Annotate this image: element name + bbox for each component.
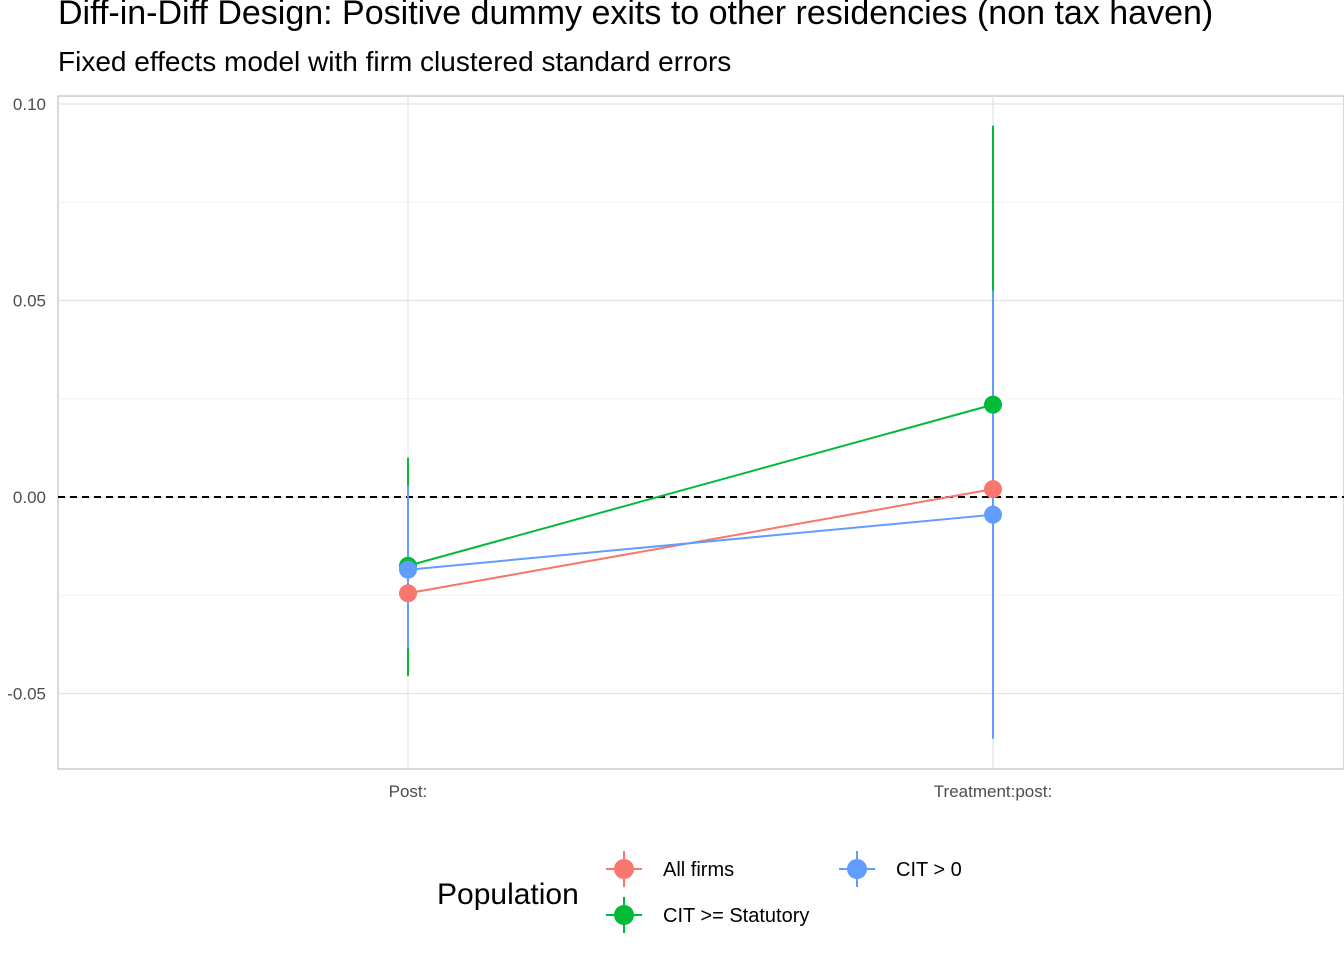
series-line	[407, 513, 994, 571]
y-tick-label: 0.00	[13, 488, 46, 507]
legend-key-point	[614, 859, 634, 879]
y-tick-label: 0.05	[13, 292, 46, 311]
legend: Population All firms CIT > 0 CIT >= Statuto…	[437, 851, 962, 933]
x-tick-label: Post:	[389, 782, 428, 801]
legend-key-point	[614, 905, 634, 925]
data-point	[984, 480, 1002, 499]
legend-label: All firms	[663, 859, 734, 881]
chart-subtitle: Fixed effects model with firm clustered …	[58, 46, 732, 77]
series-line	[407, 403, 994, 567]
legend-title: Population	[437, 878, 579, 911]
point-layer	[399, 395, 1002, 603]
legend-item: All firms	[606, 851, 734, 887]
legend-key-point	[847, 859, 867, 879]
data-point	[399, 560, 417, 579]
y-tick-label: -0.05	[7, 685, 46, 704]
grid-layer	[57, 95, 1344, 770]
x-tick-label: Treatment:post:	[934, 782, 1052, 801]
data-point	[984, 395, 1002, 414]
y-tick-label: 0.10	[13, 95, 46, 114]
legend-label: CIT >= Statutory	[663, 905, 809, 927]
panel-border	[57, 95, 1344, 770]
series-line-layer	[407, 403, 994, 595]
axis-layer: -0.05 0.00 0.05 0.10 Post: Treatment:post:	[7, 95, 1052, 801]
legend-item: CIT > 0	[839, 851, 962, 887]
error-bar-layer	[407, 125, 994, 739]
data-point	[984, 505, 1002, 524]
chart-title: Diff-in-Diff Design: Positive dummy exit…	[58, 0, 1214, 32]
legend-item: CIT >= Statutory	[606, 897, 809, 933]
data-point	[399, 584, 417, 603]
legend-label: CIT > 0	[896, 859, 962, 881]
